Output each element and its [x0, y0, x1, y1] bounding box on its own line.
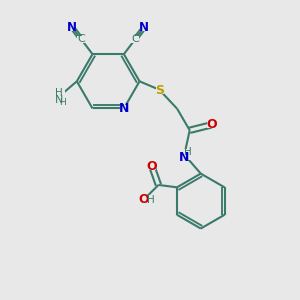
Text: N: N: [55, 95, 63, 105]
Text: H: H: [147, 196, 154, 206]
FancyBboxPatch shape: [68, 24, 76, 31]
Text: N: N: [139, 21, 149, 34]
Text: N: N: [179, 151, 190, 164]
Text: C: C: [77, 34, 85, 44]
FancyBboxPatch shape: [148, 163, 156, 170]
Text: O: O: [139, 193, 149, 206]
FancyBboxPatch shape: [120, 105, 128, 112]
Text: O: O: [206, 118, 217, 131]
FancyBboxPatch shape: [131, 36, 140, 43]
Text: S: S: [155, 84, 164, 97]
Text: O: O: [147, 160, 157, 173]
FancyBboxPatch shape: [156, 87, 164, 94]
FancyBboxPatch shape: [178, 149, 190, 160]
FancyBboxPatch shape: [77, 36, 86, 43]
Text: H: H: [55, 88, 63, 98]
Text: H: H: [184, 147, 192, 158]
FancyBboxPatch shape: [138, 195, 150, 203]
Text: C: C: [131, 34, 139, 44]
Text: H: H: [59, 98, 66, 107]
Text: N: N: [119, 102, 129, 115]
FancyBboxPatch shape: [140, 24, 148, 31]
Text: N: N: [67, 21, 77, 34]
FancyBboxPatch shape: [53, 90, 64, 104]
FancyBboxPatch shape: [207, 122, 215, 128]
